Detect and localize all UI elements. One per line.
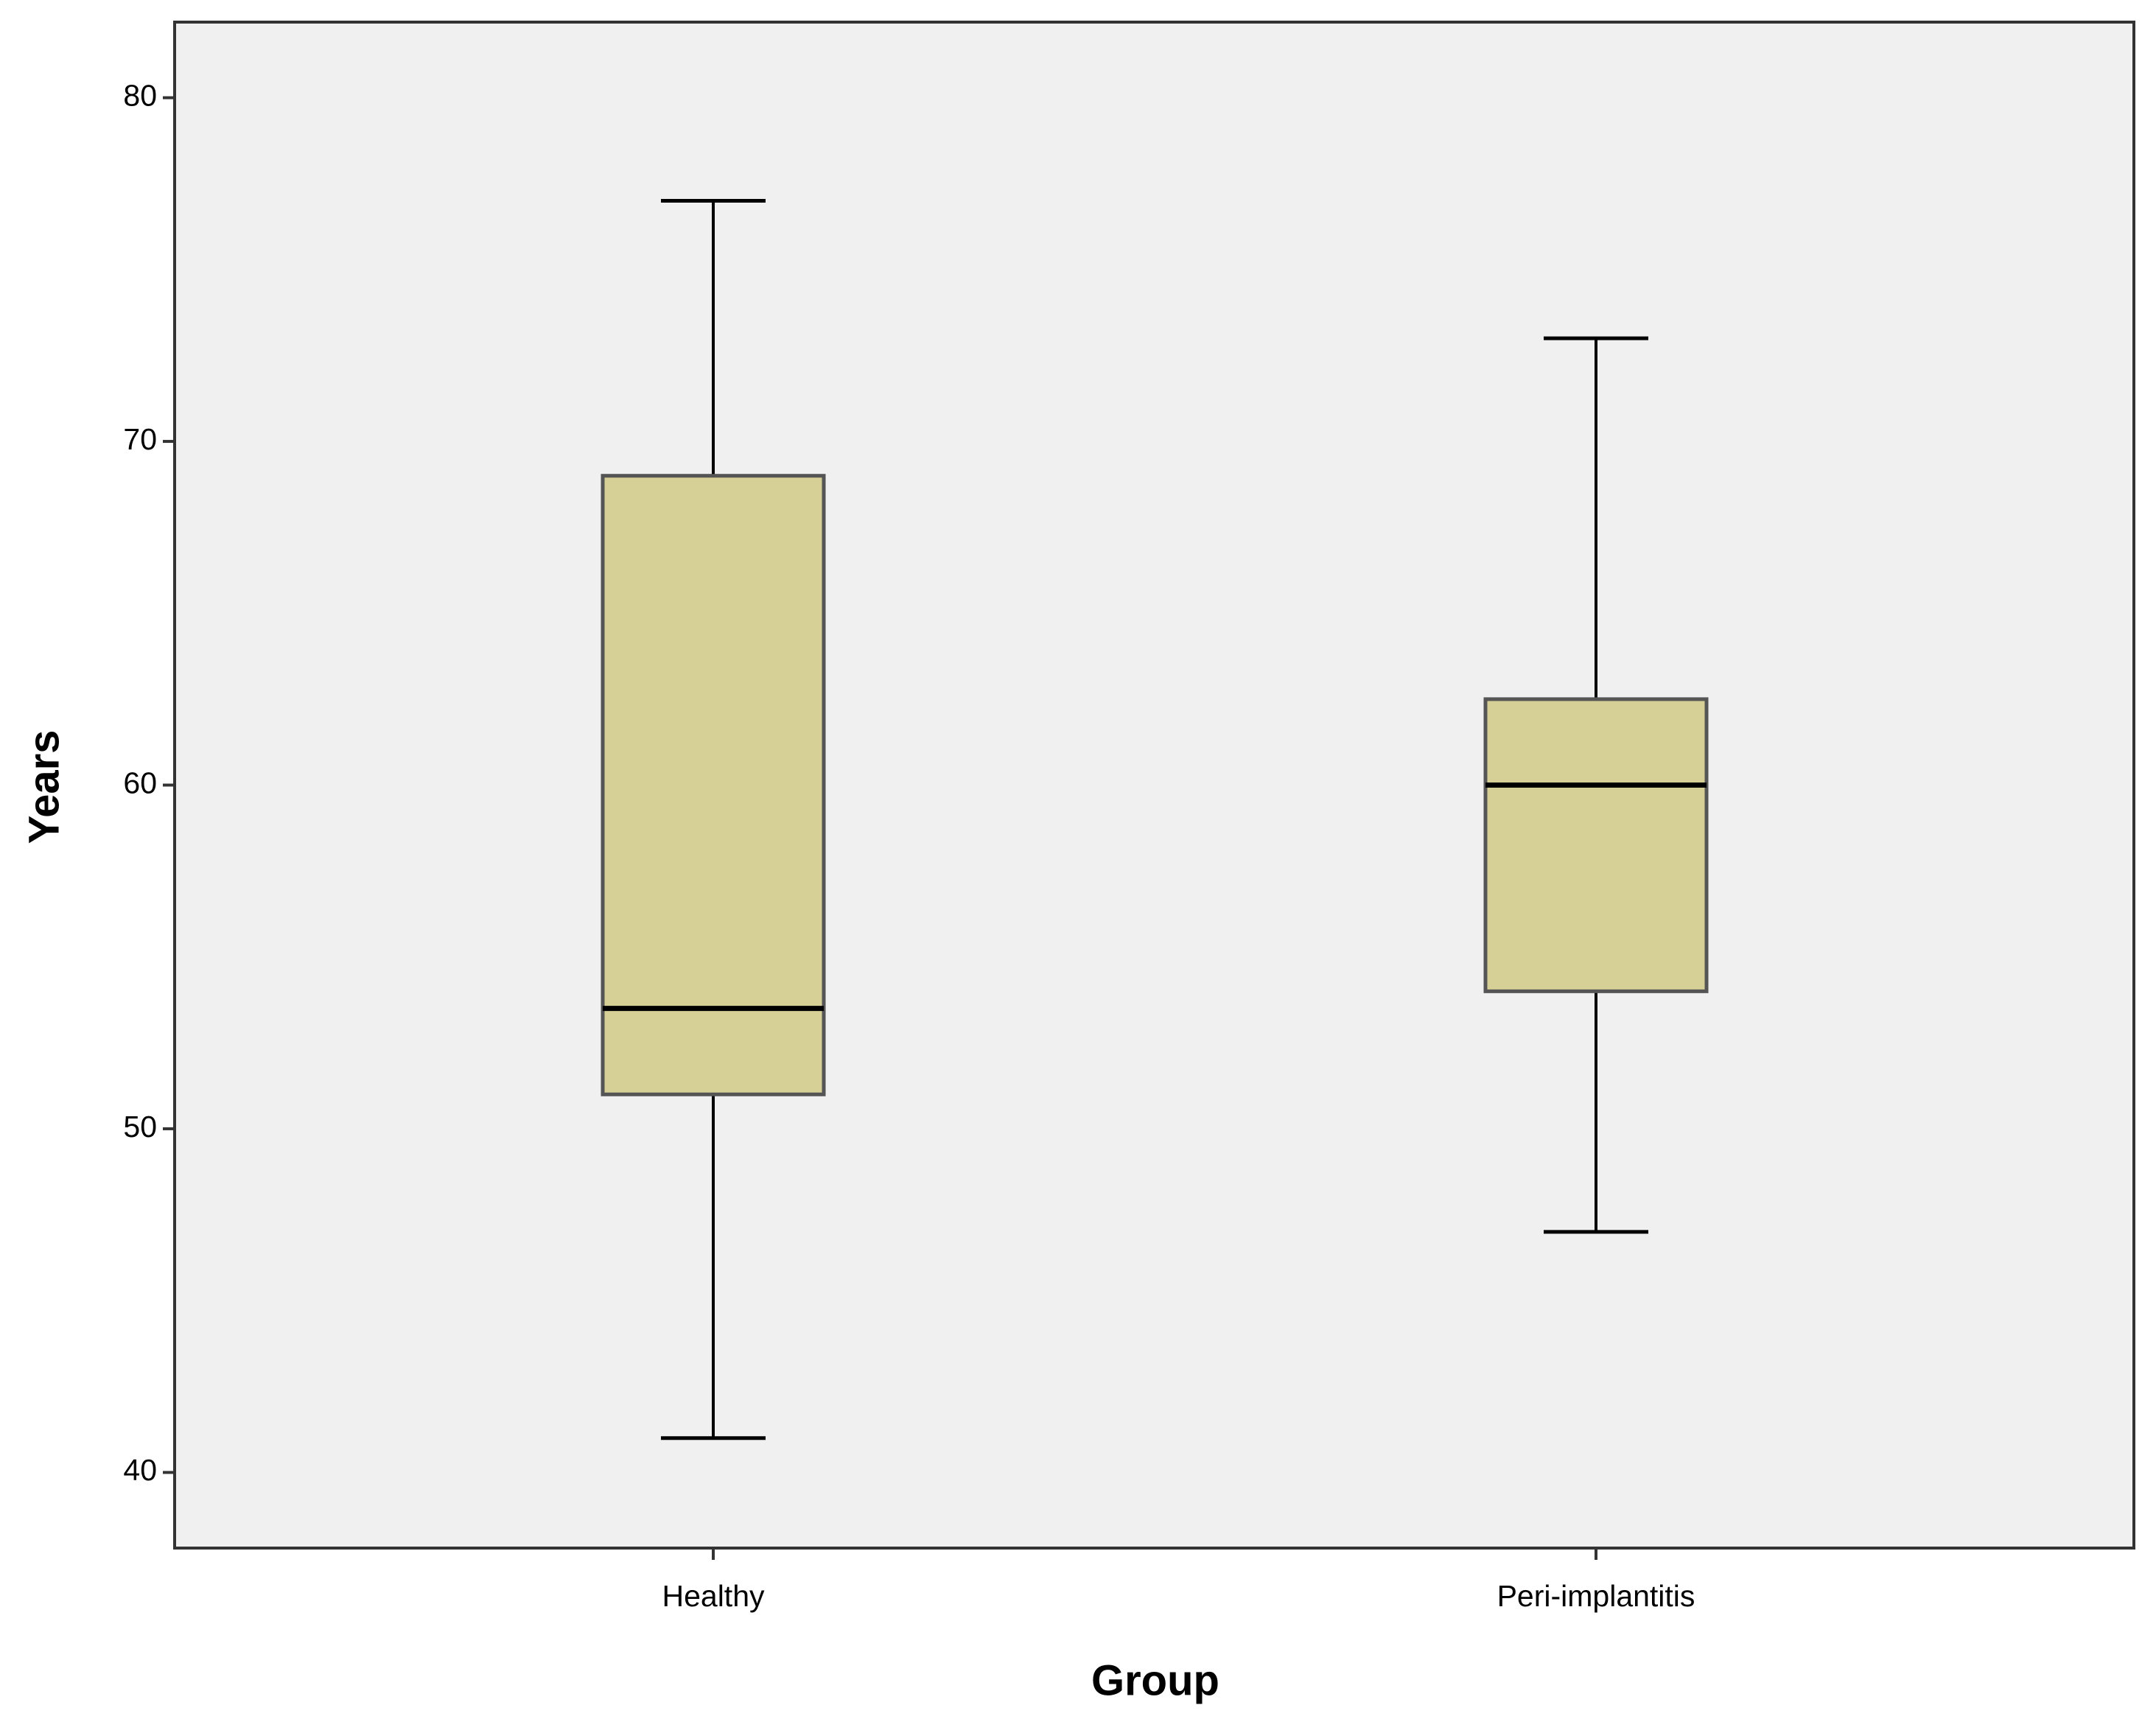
box — [1483, 697, 1709, 993]
y-tick-label: 80 — [123, 78, 157, 112]
x-tick-label: Peri-implantitis — [1497, 1579, 1695, 1613]
x-tick-label: Healthy — [662, 1579, 765, 1613]
y-tick-label: 70 — [123, 422, 157, 456]
y-tick-label: 60 — [123, 766, 157, 799]
box — [601, 474, 826, 1096]
y-tick-label: 40 — [123, 1453, 157, 1487]
x-axis-title: Group — [1091, 1656, 1219, 1704]
plot-area — [173, 21, 2135, 1550]
y-axis-title: Years — [20, 730, 68, 844]
y-tick-label: 50 — [123, 1110, 157, 1144]
